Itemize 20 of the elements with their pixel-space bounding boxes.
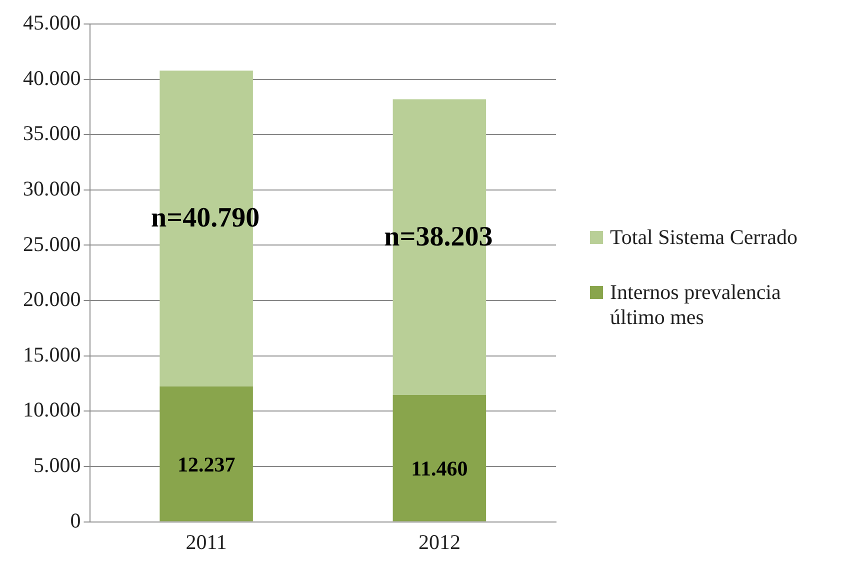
data-label: 11.460	[411, 456, 468, 481]
y-tick-label: 35.000	[23, 121, 81, 146]
y-tick-label: 20.000	[23, 287, 81, 312]
y-tick-label: 5.000	[34, 453, 81, 478]
y-tick-label: 45.000	[23, 10, 81, 35]
data-label: 12.237	[177, 452, 236, 476]
bar	[160, 386, 253, 522]
x-tick-label: 2011	[186, 530, 227, 554]
y-tick-label: 40.000	[23, 66, 81, 90]
y-tick-label: 30.000	[23, 176, 81, 200]
bar	[392, 395, 486, 522]
total-label: n=38.203	[384, 222, 493, 253]
y-tick-label: 25.000	[23, 232, 81, 256]
y-tick-label: 15.000	[23, 342, 81, 366]
legend-label: Total Sistema Cerrado	[610, 225, 798, 250]
total-label: n=40.790	[151, 202, 260, 234]
legend-label: Internos prevalencia último mes	[610, 280, 782, 330]
x-tick-label: 2012	[418, 530, 460, 554]
y-tick-label: 0	[70, 508, 81, 532]
y-tick-label: 10.000	[23, 398, 81, 422]
